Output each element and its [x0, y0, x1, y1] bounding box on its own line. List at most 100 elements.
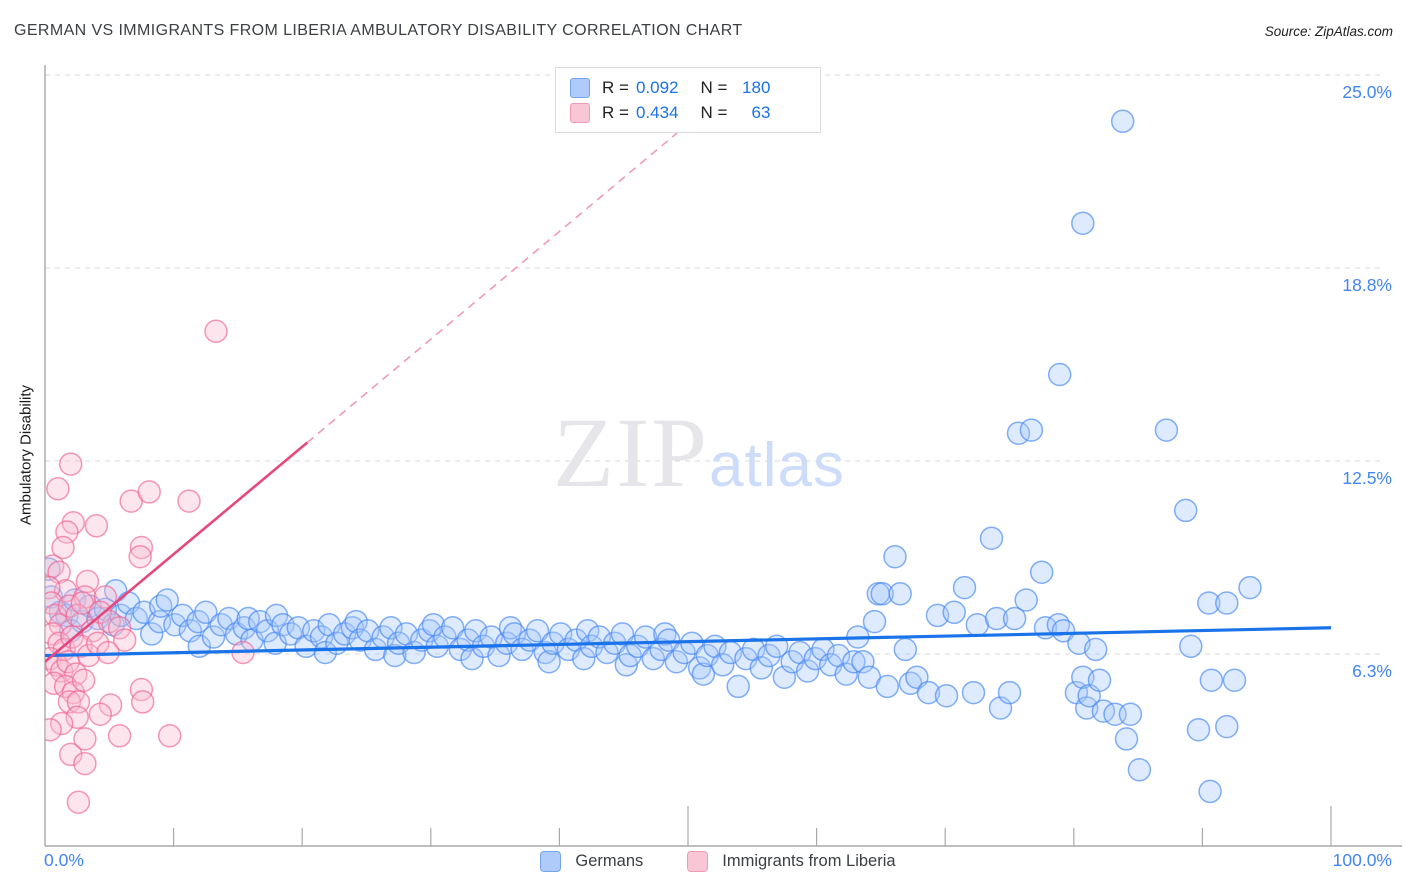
germans-point[interactable]	[170, 603, 195, 628]
germans-point[interactable]	[618, 643, 642, 668]
germans-point[interactable]	[1197, 591, 1221, 615]
liberia-point[interactable]	[65, 705, 89, 730]
germans-point[interactable]	[537, 649, 561, 674]
germans-point[interactable]	[271, 612, 295, 637]
germans-point[interactable]	[155, 588, 179, 612]
liberia-point[interactable]	[107, 616, 132, 640]
liberia-point[interactable]	[93, 585, 118, 609]
germans-point[interactable]	[656, 628, 681, 652]
germans-point[interactable]	[1051, 619, 1076, 643]
germans-point[interactable]	[772, 665, 797, 689]
liberia-point[interactable]	[53, 674, 78, 699]
liberia-point[interactable]	[88, 702, 113, 726]
liberia-point[interactable]	[112, 628, 137, 652]
germans-point[interactable]	[961, 680, 986, 705]
germans-point[interactable]	[440, 616, 465, 640]
liberia-point[interactable]	[157, 724, 182, 748]
germans-point[interactable]	[139, 622, 164, 646]
germans-point[interactable]	[194, 600, 218, 625]
germans-point[interactable]	[875, 674, 900, 699]
liberia-point[interactable]	[49, 711, 74, 736]
germans-point[interactable]	[1002, 606, 1027, 631]
germans-point[interactable]	[109, 603, 133, 628]
germans-point[interactable]	[1083, 637, 1108, 662]
liberia-point[interactable]	[55, 520, 79, 544]
germans-point[interactable]	[803, 646, 828, 671]
germans-point[interactable]	[595, 640, 619, 665]
germans-point[interactable]	[997, 680, 1022, 705]
liberia-point[interactable]	[58, 452, 83, 476]
germans-point[interactable]	[302, 619, 326, 643]
germans-point[interactable]	[494, 631, 519, 655]
germans-point[interactable]	[379, 616, 403, 640]
germans-point[interactable]	[749, 656, 774, 680]
germans-point[interactable]	[278, 622, 303, 646]
germans-point[interactable]	[687, 656, 712, 680]
germans-point[interactable]	[1029, 560, 1054, 584]
liberia-point[interactable]	[58, 742, 83, 767]
germans-point[interactable]	[1222, 668, 1247, 692]
germans-point[interactable]	[979, 526, 1004, 550]
germans-point[interactable]	[893, 637, 918, 662]
germans-point[interactable]	[575, 619, 600, 643]
germans-point[interactable]	[1238, 575, 1262, 600]
germans-point[interactable]	[834, 662, 858, 686]
germans-point[interactable]	[795, 659, 820, 683]
liberia-point[interactable]	[177, 489, 201, 513]
liberia-point[interactable]	[204, 319, 228, 344]
germans-point[interactable]	[757, 643, 781, 668]
germans-point[interactable]	[201, 625, 226, 649]
germans-point[interactable]	[1154, 418, 1179, 442]
germans-point[interactable]	[888, 582, 912, 606]
germans-point[interactable]	[883, 544, 907, 569]
germans-point[interactable]	[664, 649, 689, 674]
germans-point[interactable]	[653, 622, 677, 646]
germans-point[interactable]	[1215, 591, 1239, 615]
germans-point[interactable]	[525, 619, 550, 643]
liberia-point[interactable]	[128, 544, 152, 569]
germans-point[interactable]	[726, 674, 750, 699]
liberia-point[interactable]	[46, 477, 70, 501]
germans-point[interactable]	[1198, 779, 1222, 804]
germans-point[interactable]	[1127, 758, 1152, 782]
germans-point[interactable]	[851, 649, 875, 674]
germans-point[interactable]	[1118, 702, 1143, 726]
germans-point[interactable]	[862, 609, 887, 634]
germans-point[interactable]	[572, 646, 596, 671]
liberia-point[interactable]	[73, 727, 97, 751]
germans-point[interactable]	[464, 619, 488, 643]
liberia-point[interactable]	[73, 751, 97, 776]
liberia-point[interactable]	[137, 480, 161, 504]
germans-point[interactable]	[870, 582, 894, 606]
germans-point[interactable]	[1047, 362, 1072, 387]
germans-point[interactable]	[1186, 717, 1211, 742]
liberia-point[interactable]	[66, 790, 91, 814]
germans-point[interactable]	[340, 616, 365, 640]
germans-point[interactable]	[1173, 498, 1198, 523]
liberia-point[interactable]	[71, 668, 96, 692]
germans-point[interactable]	[641, 646, 666, 671]
germans-point[interactable]	[916, 680, 941, 705]
germans-point[interactable]	[163, 612, 187, 637]
germans-point[interactable]	[1019, 418, 1044, 442]
liberia-point[interactable]	[107, 724, 132, 748]
germans-point[interactable]	[934, 683, 959, 708]
liberia-point[interactable]	[84, 514, 109, 538]
germans-point[interactable]	[1179, 634, 1203, 659]
germans-point[interactable]	[1114, 727, 1139, 751]
germans-point[interactable]	[1215, 714, 1239, 739]
liberia-point[interactable]	[65, 603, 89, 628]
germans-point[interactable]	[952, 575, 977, 600]
germans-point[interactable]	[1014, 588, 1038, 612]
germans-point[interactable]	[1110, 109, 1135, 134]
germans-point[interactable]	[842, 649, 866, 674]
germans-point[interactable]	[942, 600, 966, 625]
germans-point[interactable]	[626, 634, 650, 659]
germans-point[interactable]	[614, 653, 639, 677]
liberia-point[interactable]	[129, 677, 154, 702]
liberia-point[interactable]	[39, 717, 62, 742]
germans-point[interactable]	[186, 609, 210, 634]
germans-point[interactable]	[610, 622, 635, 646]
liberia-point[interactable]	[51, 535, 75, 560]
germans-point[interactable]	[1087, 668, 1112, 692]
